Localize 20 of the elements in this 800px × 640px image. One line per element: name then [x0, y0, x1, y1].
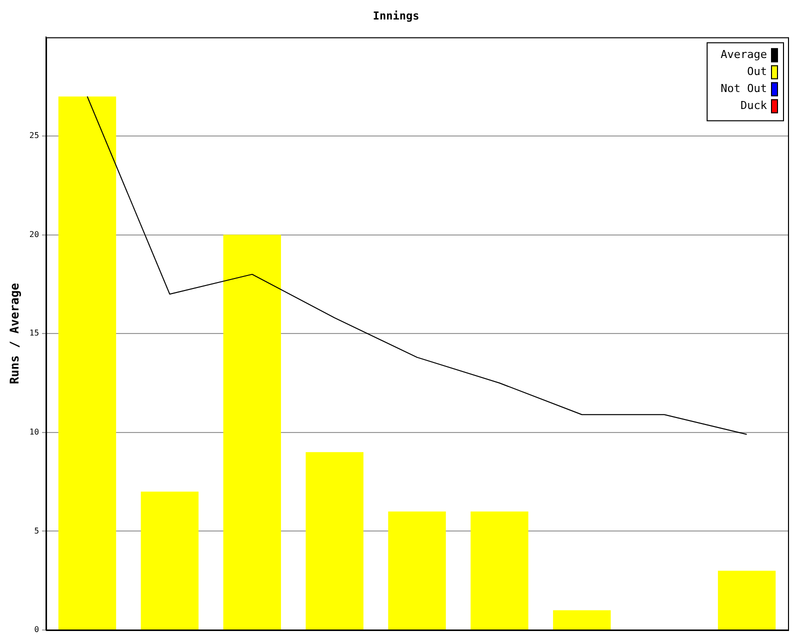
legend-label: Out: [747, 65, 767, 78]
y-tick-label: 25: [29, 131, 40, 140]
bar: [470, 511, 528, 630]
y-tick-label: 5: [34, 526, 40, 536]
legend-label: Average: [720, 48, 767, 62]
bar: [223, 234, 281, 630]
bar: [306, 452, 364, 630]
bar: [140, 492, 199, 630]
bar: [553, 610, 611, 630]
bar: [388, 511, 446, 630]
y-axis-title: Runs / Average: [7, 283, 22, 384]
y-tick-label: 20: [29, 230, 40, 239]
legend-label: Not Out: [720, 82, 767, 96]
bar: [58, 96, 116, 630]
y-tick-label: 10: [29, 427, 40, 436]
legend-label: Duck: [740, 99, 768, 112]
chart-title: Innings: [372, 9, 420, 22]
bar: [718, 570, 776, 630]
y-tick-label: 15: [29, 328, 40, 338]
y-tick-label: 0: [34, 625, 40, 634]
